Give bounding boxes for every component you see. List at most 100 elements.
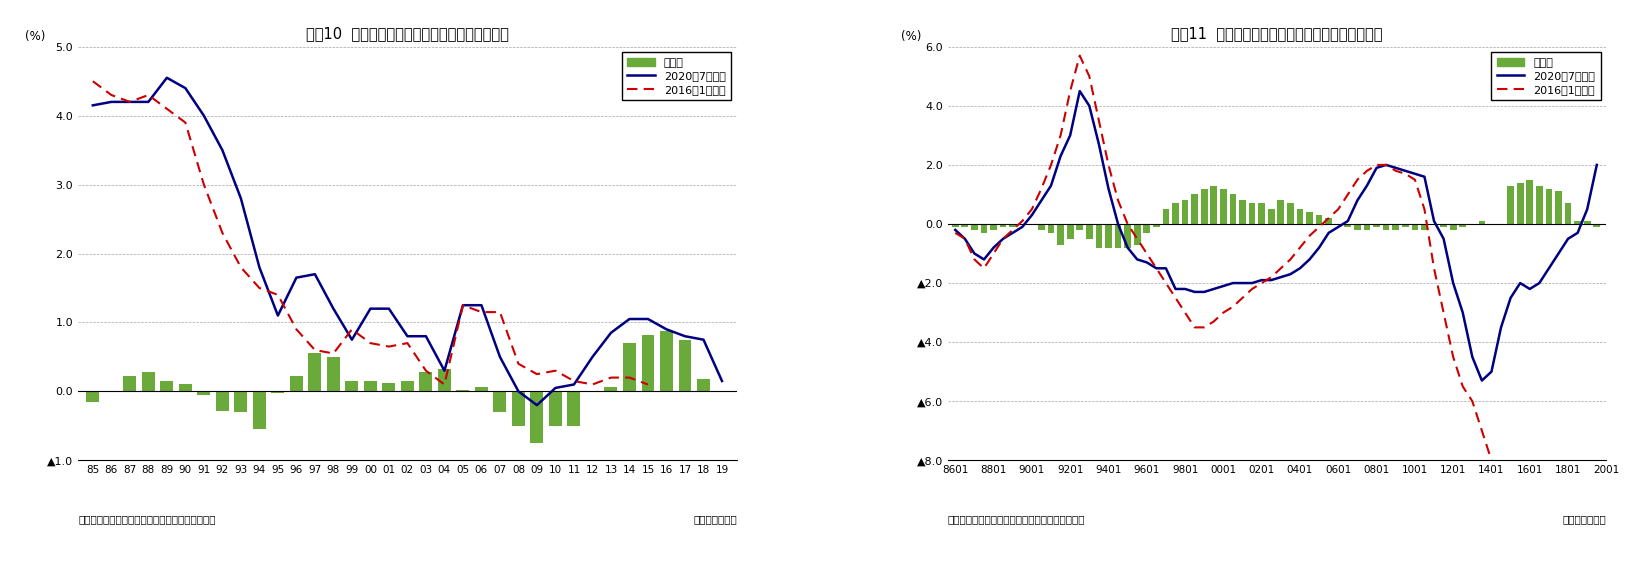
Bar [1162,209,1169,224]
Bar [1593,224,1600,227]
Bar [1296,209,1303,224]
Text: （資料）日本銀行「需給ギャップと潜在成長率」: （資料）日本銀行「需給ギャップと潜在成長率」 [78,514,216,524]
Bar [1220,188,1227,224]
Bar [953,224,959,227]
Bar [1172,203,1179,224]
Title: 図表11  改定される需給ギャップ（日本銀行推計）: 図表11 改定される需給ギャップ（日本銀行推計） [1171,26,1384,42]
Bar [345,381,358,391]
Bar [1527,180,1534,224]
Bar [178,384,192,391]
Bar [160,381,173,391]
Bar [1545,188,1552,224]
Bar [642,335,654,391]
Bar [1057,224,1063,244]
Bar [1048,224,1055,233]
Bar [1288,203,1294,224]
Bar [1152,224,1159,227]
Bar [1354,224,1360,230]
Bar [1459,224,1466,227]
Bar [124,376,137,391]
Bar [216,391,229,411]
Bar [1192,195,1199,224]
Bar [475,387,489,391]
Text: (%): (%) [901,30,921,43]
Bar [568,391,581,426]
Bar [1402,224,1408,227]
Bar [291,376,302,391]
Legend: 改定幅, 2020年7月時点, 2016年1月時点: 改定幅, 2020年7月時点, 2016年1月時点 [621,53,731,100]
Bar [1067,224,1073,239]
Bar [1344,224,1351,227]
Bar [1450,224,1456,230]
Bar [550,391,561,426]
Bar [1575,221,1582,224]
Bar [1565,203,1572,224]
Bar [1230,195,1237,224]
Bar [1583,221,1590,224]
Bar [271,391,284,393]
Bar [1374,224,1380,227]
Bar [198,391,210,395]
Bar [1507,186,1514,224]
Bar [1364,224,1370,230]
Bar [419,372,433,391]
Bar [991,224,997,230]
Bar [234,391,248,412]
Bar [309,353,322,391]
Bar [1412,224,1418,230]
Bar [622,343,636,391]
Bar [1210,186,1217,224]
Bar [530,391,543,443]
Bar [1479,221,1486,224]
Bar [1316,215,1322,224]
Bar [512,391,525,426]
Bar [1326,218,1332,224]
Bar [383,383,395,391]
Bar [1440,224,1446,227]
Bar [660,331,674,391]
Bar [1114,224,1121,248]
Bar [1200,188,1207,224]
Bar [1306,212,1313,224]
Legend: 改定幅, 2020年7月時点, 2016年1月時点: 改定幅, 2020年7月時点, 2016年1月時点 [1491,53,1601,100]
Bar [86,391,99,402]
Bar [679,340,692,391]
Bar [697,379,710,391]
Bar [401,381,414,391]
Text: （年・四半期）: （年・四半期） [1562,514,1606,524]
Bar [1248,203,1255,224]
Bar [1422,224,1428,230]
Bar [971,224,977,230]
Title: 図表10  改定される潜在成長率（日本銀行推計）: 図表10 改定される潜在成長率（日本銀行推計） [305,26,509,42]
Bar [494,391,507,412]
Bar [438,369,451,391]
Bar [1076,224,1083,230]
Bar [604,387,617,391]
Bar [1124,224,1131,248]
Bar [1392,224,1398,230]
Bar [253,391,266,429]
Bar [1278,200,1284,224]
Bar [1009,224,1015,227]
Bar [1555,191,1562,224]
Bar [1384,224,1390,230]
Bar [327,357,340,391]
Bar [1182,200,1189,224]
Bar [456,390,469,391]
Bar [1258,203,1265,224]
Text: （資料）日本銀行「需給ギャップと潜在成長率」: （資料）日本銀行「需給ギャップと潜在成長率」 [948,514,1085,524]
Bar [1038,224,1045,230]
Bar [1240,200,1247,224]
Bar [1144,224,1151,233]
Bar [1096,224,1103,248]
Bar [1105,224,1111,248]
Bar [1086,224,1093,239]
Bar [1517,183,1524,224]
Text: (%): (%) [25,30,46,43]
Bar [1268,209,1275,224]
Bar [1134,224,1141,244]
Bar [363,381,376,391]
Bar [1535,186,1542,224]
Bar [981,224,987,233]
Bar [142,372,155,391]
